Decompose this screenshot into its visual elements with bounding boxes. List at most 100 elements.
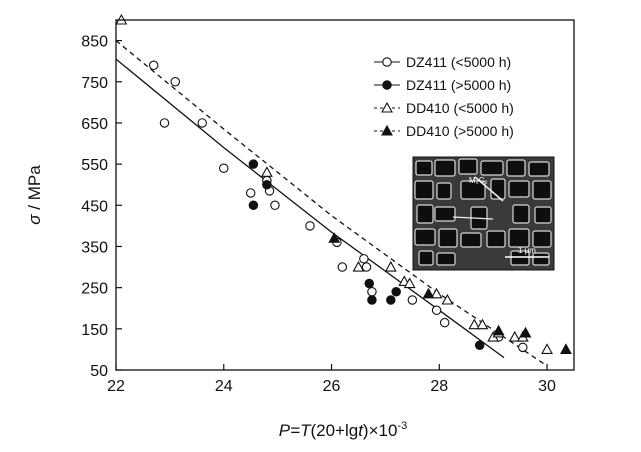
data-points [115,13,572,354]
legend-marker [381,124,393,136]
data-point [248,200,259,211]
data-point [328,232,341,243]
data-point [148,60,159,71]
data-point [431,305,442,316]
inset-particle [460,180,486,200]
data-point [248,159,259,169]
y-tick-label: 450 [81,198,108,215]
data-point [367,287,377,297]
inset-particle [506,159,526,177]
data-point [260,166,273,177]
data-point [364,278,374,289]
data-point [384,260,397,272]
x-tick-label: 22 [107,378,125,395]
y-axis-symbol: σ [25,214,44,225]
data-point [519,326,532,338]
legend: DZ411 (<5000 h) DZ411 (>5000 h) DD410 (<50… [374,54,514,139]
legend-label: DD410 (>5000 h) [406,123,514,139]
data-point [197,118,207,128]
y-tick-label: 650 [81,116,108,133]
data-point [492,324,505,336]
x-axis-exponent: -3 [397,420,407,432]
legend-marker [382,80,392,90]
y-tick-label: 550 [81,157,108,174]
inset-particle [512,204,530,224]
data-point [559,343,572,354]
data-point [386,295,396,305]
data-point [359,254,369,264]
inset-particle [418,250,434,266]
legend-marker [381,101,393,113]
data-point [422,287,435,299]
data-point [518,342,528,353]
fit-lines [115,40,548,367]
x-tick-label: 26 [323,378,341,395]
inset-particle [414,180,434,200]
y-tick-label: 250 [81,281,108,298]
legend-marker [382,57,392,67]
data-point [441,293,454,305]
data-point [474,340,485,351]
y-tick-label: 750 [81,75,108,92]
fit-line-dashed [115,40,548,367]
legend-label: DD410 (<5000 h) [406,100,514,116]
legend-label: DZ411 (<5000 h) [406,54,511,70]
data-point [430,287,443,299]
inset-particle [480,160,504,176]
x-axis-mid: (20+lg [310,421,358,440]
y-tick-label: 350 [81,239,108,256]
axes [115,19,575,371]
plot-frame [115,19,575,371]
x-axis-t2: t [358,421,364,440]
data-point [245,188,256,198]
data-point [170,77,181,87]
y-tick-label: 150 [81,322,108,339]
data-point [352,260,365,272]
fit-line-solid [115,58,505,359]
data-point [541,343,553,354]
inset-particle [415,160,433,176]
inset-particle [486,230,506,248]
data-point [159,118,170,128]
x-tick-label: 24 [215,378,233,395]
data-point [262,179,272,190]
inset-particle [436,182,452,200]
x-axis-prefix: P= [279,421,300,440]
y-axis-unit: / MPa [25,165,44,215]
x-ticks: 22 24 26 28 30 [107,364,556,395]
inset-particle [414,228,436,246]
inset-particle [434,159,456,177]
inset-particle [534,206,552,224]
data-point [367,295,377,305]
inset-particle [508,180,530,198]
inset-needle [452,216,494,220]
inset-particle [508,228,530,248]
data-point [407,295,418,305]
x-axis-title: P=T(20+lgt)×10-3 [279,420,407,440]
inset-phase-label: M₂C₃ [469,176,488,185]
data-point [508,330,521,342]
inset-scale-label: 1 μm [518,246,536,255]
x-axis-t: T [300,421,312,440]
data-point [476,318,489,330]
data-point [468,318,481,330]
y-ticks: 50 150 250 350 450 550 650 750 850 [81,34,122,380]
inset-needle [474,176,504,202]
inset-particle [458,158,478,175]
inset-particle [532,230,552,248]
data-point [305,221,315,231]
data-point [391,287,401,297]
y-axis-title: σ / MPa [25,165,44,225]
data-point [403,277,416,289]
x-tick-label: 30 [538,378,556,395]
y-tick-label: 50 [90,363,108,380]
inset-particle [532,252,550,266]
legend-label: DZ411 (>5000 h) [406,77,511,93]
data-point [270,200,280,211]
data-point [439,317,450,328]
inset-particle [510,250,530,266]
x-axis-suffix: )×10 [363,421,398,440]
inset-particle [416,204,434,224]
data-point [219,163,229,173]
